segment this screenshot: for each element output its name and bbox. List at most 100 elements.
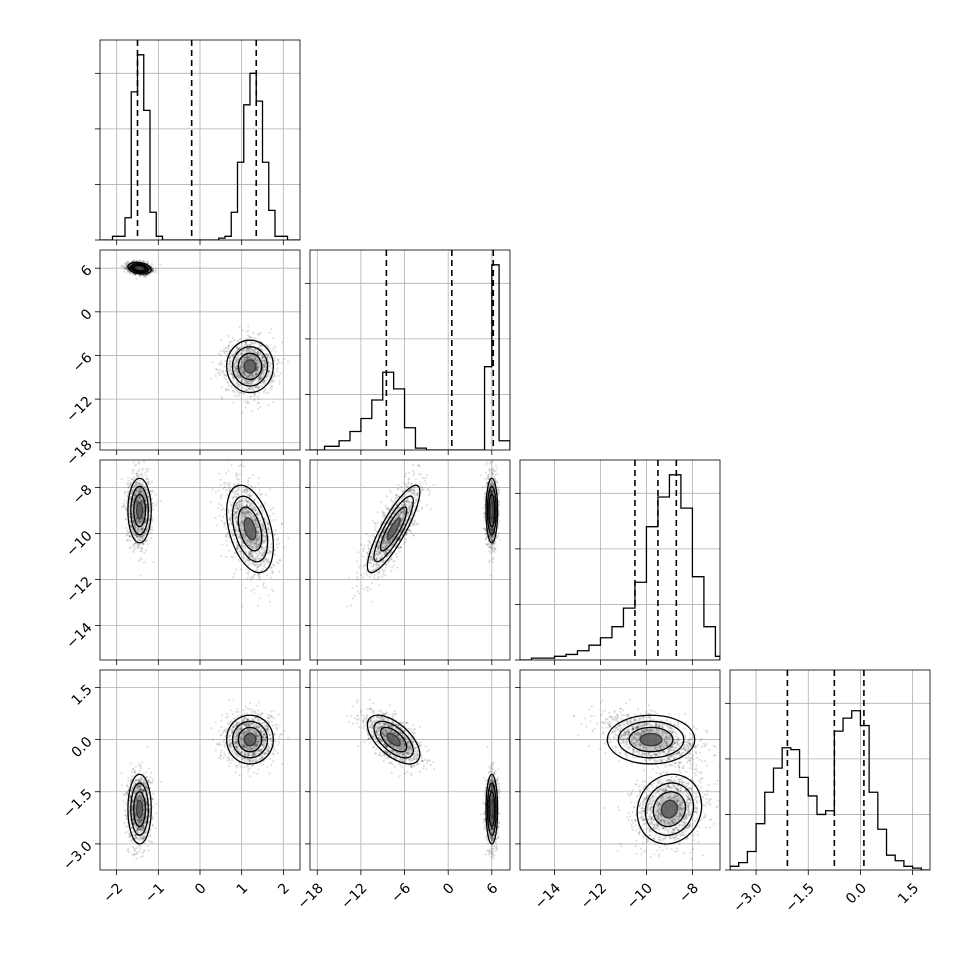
scatter-point xyxy=(233,370,236,373)
scatter-point xyxy=(257,397,260,401)
scatter-point xyxy=(247,354,250,357)
scatter-point xyxy=(251,354,255,357)
scatter-point xyxy=(221,371,225,374)
scatter-point xyxy=(269,542,273,545)
scatter-point xyxy=(228,368,231,371)
density-contour xyxy=(136,266,144,271)
scatter-point xyxy=(240,364,243,367)
density-contour xyxy=(130,263,149,274)
scatter-point xyxy=(260,377,263,380)
scatter-point xyxy=(129,272,132,275)
scatter-point xyxy=(137,486,140,490)
scatter-point xyxy=(267,353,270,356)
scatter-point xyxy=(236,381,239,384)
scatter-point xyxy=(221,515,225,518)
scatter-point xyxy=(137,479,140,482)
scatter-point xyxy=(236,348,239,352)
scatter-point xyxy=(253,592,256,595)
scatter-point xyxy=(251,341,254,344)
scatter-point xyxy=(151,267,155,270)
scatter-point xyxy=(227,363,231,366)
scatter-point xyxy=(215,368,218,371)
scatter-point xyxy=(267,370,270,373)
scatter-point xyxy=(259,344,262,347)
scatter-point xyxy=(238,365,241,368)
scatter-point xyxy=(257,491,261,495)
scatter-point xyxy=(226,387,229,391)
scatter-point xyxy=(235,360,238,363)
y-tick-label: −6 xyxy=(70,350,96,376)
scatter-point xyxy=(259,377,262,381)
scatter-point xyxy=(127,486,131,489)
scatter-point xyxy=(238,365,242,369)
scatter-point xyxy=(140,472,143,476)
scatter-point xyxy=(256,387,260,390)
scatter-point xyxy=(241,367,244,371)
scatter-point xyxy=(255,374,258,377)
scatter-point xyxy=(251,350,254,353)
scatter-point xyxy=(254,357,257,360)
scatter-point xyxy=(235,368,238,371)
scatter-point xyxy=(220,362,223,365)
scatter-point xyxy=(137,259,140,263)
scatter-point xyxy=(135,489,138,493)
scatter-point xyxy=(278,382,281,386)
scatter-point xyxy=(254,385,257,388)
scatter-point xyxy=(241,357,244,360)
scatter-point xyxy=(254,355,257,359)
scatter-point xyxy=(276,539,279,542)
scatter-point xyxy=(259,405,262,409)
scatter-point xyxy=(263,363,266,367)
scatter-point xyxy=(224,388,228,391)
scatter-point xyxy=(218,374,221,377)
scatter-point xyxy=(233,367,236,370)
scatter-point xyxy=(256,368,259,372)
scatter-point xyxy=(246,479,250,482)
scatter-point xyxy=(146,262,149,265)
scatter-point xyxy=(121,265,124,268)
scatter-point xyxy=(235,345,238,349)
scatter-point xyxy=(243,359,246,362)
scatter-point xyxy=(125,267,128,270)
scatter-point xyxy=(151,270,154,273)
scatter-point xyxy=(249,494,252,498)
scatter-point xyxy=(245,355,248,358)
scatter-point xyxy=(258,488,262,492)
scatter-point xyxy=(134,492,137,496)
scatter-point xyxy=(272,336,275,339)
scatter-point xyxy=(260,373,263,376)
scatter-point xyxy=(247,570,250,573)
scatter-point xyxy=(247,374,250,378)
scatter-point xyxy=(236,374,240,378)
scatter-point xyxy=(269,514,272,518)
scatter-point xyxy=(143,485,147,489)
scatter-point xyxy=(226,381,229,384)
scatter-point xyxy=(237,376,240,379)
scatter-point xyxy=(265,392,268,395)
scatter-point xyxy=(257,379,260,382)
scatter-point xyxy=(138,544,141,547)
scatter-point xyxy=(263,365,267,368)
scatter-point xyxy=(242,372,245,375)
scatter-point xyxy=(270,328,273,331)
scatter-point xyxy=(248,343,251,346)
scatter-point xyxy=(283,357,286,361)
scatter-point xyxy=(240,371,243,374)
scatter-point xyxy=(128,501,131,504)
scatter-point xyxy=(143,260,147,264)
scatter-point xyxy=(222,349,225,353)
scatter-point xyxy=(250,376,254,379)
scatter-point xyxy=(236,373,240,377)
scatter-point xyxy=(126,269,130,272)
scatter-point xyxy=(151,269,154,272)
scatter-point xyxy=(249,356,252,359)
scatter-point xyxy=(128,270,131,273)
scatter-point xyxy=(233,366,236,369)
scatter-point xyxy=(242,360,245,364)
scatter-point xyxy=(270,388,273,391)
scatter-point xyxy=(229,371,233,375)
scatter-point xyxy=(261,356,264,359)
scatter-point xyxy=(254,358,257,362)
scatter-point xyxy=(217,369,221,372)
scatter-point xyxy=(243,373,246,377)
